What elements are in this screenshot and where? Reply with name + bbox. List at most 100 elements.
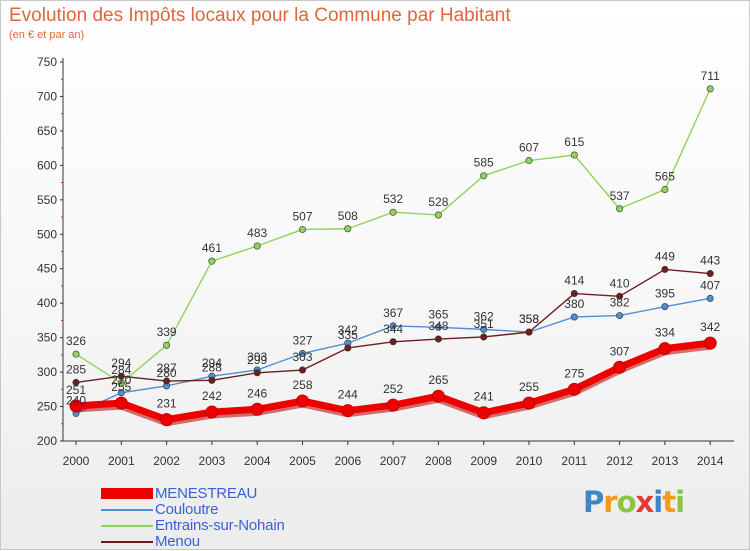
x-tick-label: 2012 bbox=[606, 454, 633, 468]
data-point bbox=[616, 292, 624, 300]
data-point bbox=[208, 257, 216, 265]
data-label: 528 bbox=[428, 195, 448, 209]
data-point bbox=[658, 342, 672, 356]
data-label: 461 bbox=[202, 241, 222, 255]
data-point bbox=[298, 225, 306, 233]
data-point bbox=[434, 335, 442, 343]
data-point bbox=[389, 208, 397, 216]
data-label: 585 bbox=[474, 156, 494, 170]
data-label: 358 bbox=[519, 312, 539, 326]
legend-label: Entrains-sur-Nohain bbox=[155, 517, 285, 534]
data-label: 335 bbox=[338, 328, 358, 342]
data-label: 565 bbox=[655, 169, 675, 183]
y-tick-label: 450 bbox=[37, 262, 57, 276]
x-tick-label: 2010 bbox=[516, 454, 543, 468]
data-point bbox=[522, 396, 536, 410]
data-point bbox=[114, 396, 128, 410]
data-label: 537 bbox=[610, 189, 630, 203]
data-point bbox=[706, 294, 714, 302]
data-point bbox=[703, 336, 717, 350]
data-label: 339 bbox=[157, 325, 177, 339]
proxiti-logo: Proxiti bbox=[583, 485, 685, 519]
data-point bbox=[480, 172, 488, 180]
data-point bbox=[434, 323, 442, 331]
data-label: 348 bbox=[428, 319, 448, 333]
y-tick-label: 750 bbox=[37, 55, 57, 69]
chart-title: Evolution des Impôts locaux pour la Comm… bbox=[9, 5, 511, 26]
series-lines bbox=[69, 85, 717, 427]
data-point bbox=[386, 398, 400, 412]
x-tick-label: 2001 bbox=[108, 454, 135, 468]
y-tick-label: 350 bbox=[37, 331, 57, 345]
x-tick-label: 2005 bbox=[289, 454, 316, 468]
data-point bbox=[616, 205, 624, 213]
x-tick-label: 2008 bbox=[425, 454, 452, 468]
data-point bbox=[253, 369, 261, 377]
data-label: 342 bbox=[338, 323, 358, 337]
data-point bbox=[477, 406, 491, 420]
data-point bbox=[208, 376, 216, 384]
data-label: 288 bbox=[202, 360, 222, 374]
data-label: 380 bbox=[564, 297, 584, 311]
logo-letter: t bbox=[662, 485, 676, 519]
data-label: 307 bbox=[610, 344, 630, 358]
data-point bbox=[205, 405, 219, 419]
data-label: 284 bbox=[111, 363, 131, 377]
data-label: 607 bbox=[519, 141, 539, 155]
data-label: 615 bbox=[564, 135, 584, 149]
data-label: 252 bbox=[383, 382, 403, 396]
data-point bbox=[296, 394, 309, 408]
y-tick-label: 200 bbox=[37, 434, 57, 448]
data-point bbox=[298, 349, 306, 357]
data-point bbox=[117, 389, 125, 397]
x-tick-label: 2004 bbox=[244, 454, 271, 468]
legend-swatch bbox=[101, 525, 153, 527]
data-label: 255 bbox=[519, 380, 539, 394]
data-label: 294 bbox=[202, 356, 222, 370]
y-tick-label: 550 bbox=[37, 193, 57, 207]
data-label: 532 bbox=[383, 192, 403, 206]
data-label: 362 bbox=[474, 309, 494, 323]
x-tick-label: 2007 bbox=[380, 454, 407, 468]
data-label: 358 bbox=[519, 312, 539, 326]
x-tick-label: 2009 bbox=[470, 454, 497, 468]
chart-subtitle: (en € et par an) bbox=[9, 29, 85, 41]
data-label: 299 bbox=[247, 353, 267, 367]
y-tick-label: 250 bbox=[37, 400, 57, 414]
logo-letter: x bbox=[635, 485, 655, 519]
y-tick-label: 300 bbox=[37, 365, 57, 379]
data-label: 275 bbox=[564, 366, 584, 380]
legend-swatch bbox=[101, 488, 153, 499]
data-point bbox=[72, 378, 80, 386]
data-label: 483 bbox=[247, 226, 267, 240]
data-label: 382 bbox=[610, 296, 630, 310]
x-tick-label: 2003 bbox=[199, 454, 226, 468]
data-point bbox=[525, 157, 533, 165]
data-label: 280 bbox=[157, 366, 177, 380]
data-point bbox=[117, 379, 125, 387]
x-tick-label: 2013 bbox=[652, 454, 679, 468]
logo-letter: r bbox=[603, 485, 617, 519]
data-label: 365 bbox=[428, 307, 448, 321]
legend-label: MENESTREAU bbox=[155, 485, 258, 502]
data-label: 449 bbox=[655, 249, 675, 263]
data-point bbox=[661, 265, 669, 273]
data-labels: 326 284 339 461 483 507 508 532 528 585 607 615 537 5… bbox=[66, 69, 721, 411]
data-label: 242 bbox=[202, 389, 222, 403]
data-point bbox=[389, 338, 397, 346]
data-point bbox=[341, 404, 355, 418]
y-tick-label: 400 bbox=[37, 296, 57, 310]
data-label: 285 bbox=[66, 362, 86, 376]
data-point bbox=[298, 366, 306, 374]
data-label: 507 bbox=[292, 209, 312, 223]
data-label: 443 bbox=[700, 254, 720, 268]
data-point bbox=[344, 225, 352, 233]
data-point bbox=[72, 350, 80, 358]
data-point bbox=[567, 382, 581, 396]
data-point bbox=[525, 328, 533, 336]
data-label: 251 bbox=[66, 383, 86, 397]
y-tick-label: 700 bbox=[37, 89, 57, 103]
data-point bbox=[389, 322, 397, 330]
data-label: 344 bbox=[383, 322, 403, 336]
